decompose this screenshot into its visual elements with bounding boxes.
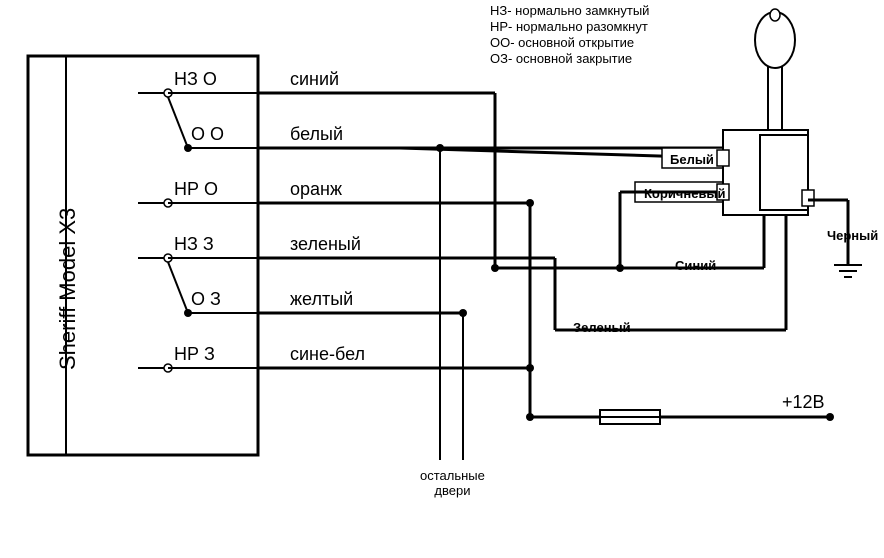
actuator-wire-label: Коричневый [644, 186, 726, 201]
wire-label: зеленый [290, 234, 361, 255]
actuator-wire-label: Зеленый [573, 320, 631, 335]
legend-line: ОЗ- основной закрытие [490, 51, 632, 66]
terminal-tag: О О [191, 124, 224, 145]
legend-line: НЗ- нормально замкнутый [490, 3, 649, 18]
actuator-wire-label: Черный [827, 228, 878, 243]
actuator-wire-label: Белый [670, 152, 714, 167]
terminal-tag: НР О [174, 179, 218, 200]
terminal-tag: НЗ О [174, 69, 217, 90]
wire-label: синий [290, 69, 339, 90]
wire-label: желтый [290, 289, 353, 310]
legend-line: НР- нормально разомкнут [490, 19, 648, 34]
terminal-tag: НР З [174, 344, 215, 365]
legend-line: ОО- основной открытие [490, 35, 634, 50]
other-doors-label: остальные двери [420, 468, 485, 498]
wire-label: сине-бел [290, 344, 365, 365]
wire-label: оранж [290, 179, 342, 200]
power-label: +12В [782, 392, 825, 413]
terminal-tag: НЗ З [174, 234, 214, 255]
wire-label: белый [290, 124, 343, 145]
terminal-tag: О З [191, 289, 221, 310]
module-label: Sheriff Model X3 [55, 208, 81, 370]
actuator-wire-label: Синий [675, 258, 716, 273]
